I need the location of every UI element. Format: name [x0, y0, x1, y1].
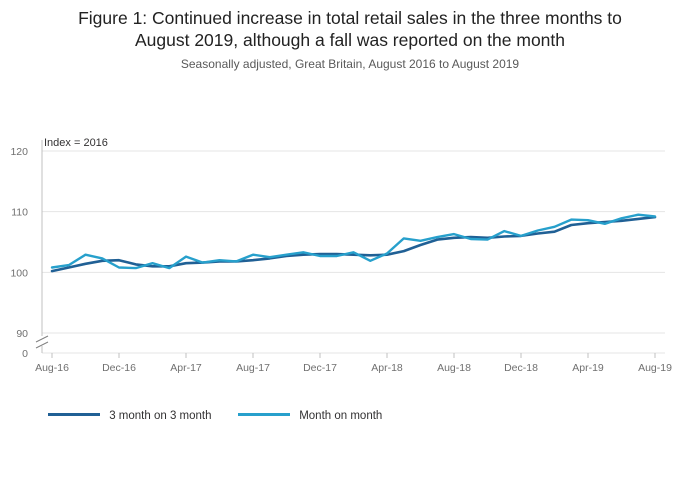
y-tick-label: 0: [22, 348, 28, 360]
y-tick-label: 100: [10, 267, 28, 279]
series-line-month-on-month[interactable]: [50, 213, 657, 270]
axis-break-mark: [35, 335, 49, 343]
y-tick-label: 110: [11, 207, 28, 219]
legend-swatch-month-on-month: [238, 413, 290, 417]
legend-swatch-3-month: [48, 413, 100, 417]
axis-break-mark: [35, 341, 49, 349]
legend-item-month-on-month[interactable]: Month on month: [238, 408, 382, 424]
chart-title: Figure 1: Continued increase in total re…: [0, 7, 700, 51]
x-tick-label: Aug-16: [35, 362, 69, 374]
x-tick-label: Apr-17: [170, 362, 202, 374]
x-tick-label: Aug-18: [437, 362, 471, 374]
gridlines: [42, 150, 665, 354]
y-axis-label: Index = 2016: [44, 137, 108, 149]
x-tick-label: Apr-19: [572, 362, 604, 374]
x-tick-label: Apr-18: [371, 362, 403, 374]
legend-label-3-month: 3 month on 3 month: [109, 410, 212, 422]
y-tick-label: 90: [16, 328, 28, 340]
series-line-3-month[interactable]: [50, 215, 657, 273]
legend-item-3-month[interactable]: 3 month on 3 month: [48, 408, 212, 424]
x-tick-label: Aug-17: [236, 362, 270, 374]
chart-title-line-1: Figure 1: Continued increase in total re…: [78, 8, 622, 28]
x-tick-label: Dec-16: [102, 362, 136, 374]
chart-title-line-2: August 2019, although a fall was reporte…: [134, 30, 565, 50]
x-tick-label: Dec-18: [504, 362, 538, 374]
chart-subtitle: Seasonally adjusted, Great Britain, Augu…: [180, 57, 520, 71]
y-tick-label: 120: [10, 146, 28, 158]
axes: 120 110 100 90 0 Aug-16 Dec-16 Apr-17 Aug-17 Dec-…: [10, 140, 672, 374]
x-tick-label: Aug-19: [638, 362, 672, 374]
x-tick-label: Dec-17: [303, 362, 337, 374]
series-group: [50, 213, 657, 273]
legend-label-month-on-month: Month on month: [299, 410, 383, 422]
